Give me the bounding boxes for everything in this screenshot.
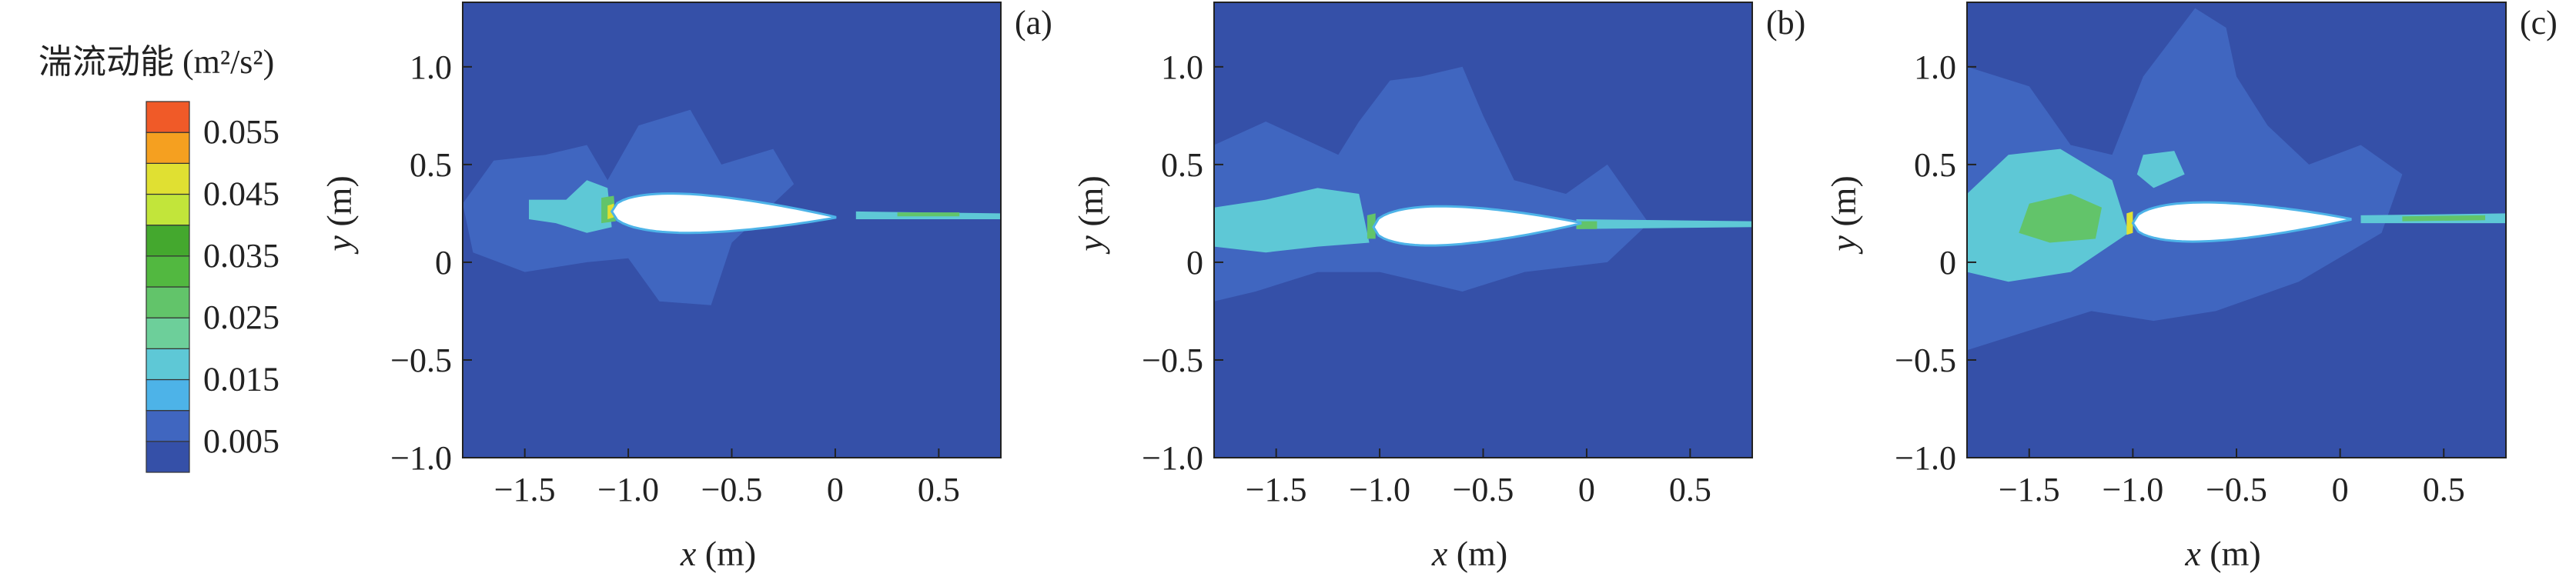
colorbar-swatch [146,348,190,381]
colorbar-swatch [146,286,190,318]
airfoil-shape [2131,201,2352,243]
y-tick-label: 1.0 [410,48,452,86]
contour-region [2126,211,2133,235]
contour-region [529,180,612,233]
colorbar-tick-label: 0.055 [203,113,279,151]
contour-panel-2: −1.5 −1.0 −0.5 0 0.5 −1.0 −0.5 0 0.5 1.0 x (m) y (m… [1071,2,1805,573]
x-tick-label: 0.5 [918,471,960,508]
colorbar-tick-label: 0.045 [203,175,279,213]
y-axis-label: y (m) [1824,175,1863,254]
y-tick-label: 0.5 [1161,146,1203,184]
colorbar-title: 湍流动能 (m²/s²) [38,43,274,81]
x-axis-label: x (m) [2184,534,2260,573]
colorbar-swatch [146,441,190,473]
x-axis-label: x (m) [1431,534,1507,573]
x-tick-label: 0 [827,471,844,508]
colorbar-tick-label: 0.015 [203,361,279,398]
colorbar-tick-label: 0.035 [203,237,279,275]
colorbar-swatch [146,225,190,257]
x-tick-label: 0 [1578,471,1595,508]
y-tick-label: −1.0 [390,439,452,477]
panel-label: (c) [2520,4,2558,42]
y-tick-label: −0.5 [1895,342,1956,379]
contour-field [463,2,1001,458]
x-tick-label: 0 [2332,471,2349,508]
colorbar-swatch [146,193,190,226]
x-tick-label: −0.5 [2206,471,2267,508]
contour-panels: −1.5 −1.0 −0.5 0 0.5 −1.0 −0.5 0 0.5 1.0 x (m) y (m… [319,2,2558,573]
contour-region [2402,215,2486,222]
colorbar-swatch [146,132,190,164]
contour-region [2136,151,2185,188]
y-tick-label: 1.0 [1914,48,1956,86]
y-tick-label: 0 [1939,244,1956,282]
x-tick-label: −0.5 [701,471,763,508]
contour-region [897,212,960,217]
x-tick-label: −1.5 [494,471,556,508]
colorbar-tick-label: 0.025 [203,298,279,336]
x-tick-label: −0.5 [1453,471,1514,508]
colorbar-swatch [146,101,190,133]
x-tick-label: 0.5 [1669,471,1711,508]
y-tick-label: 0.5 [410,146,452,184]
x-tick-label: −1.5 [1246,471,1307,508]
panel-label: (a) [1015,4,1052,42]
contour-field [1967,2,2506,458]
y-axis-label: y (m) [1071,175,1110,254]
y-tick-label: 0.5 [1914,146,1956,184]
x-tick-label: −1.0 [1349,471,1410,508]
colorbar-swatches [146,101,190,473]
y-tick-label: −1.0 [1142,439,1203,477]
colorbar-tick-label: 0.005 [203,422,279,460]
colorbar-swatch [146,410,190,442]
y-tick-label: 0 [1186,244,1203,282]
airfoil-shape [1372,205,1582,247]
contour-region [2019,194,2102,243]
y-tick-label: −0.5 [1142,342,1203,379]
y-tick-label: 0 [435,244,452,282]
colorbar-swatch [146,317,190,349]
colorbar-swatch [146,162,190,195]
contour-panel-3: −1.5 −1.0 −0.5 0 0.5 −1.0 −0.5 0 0.5 1.0 x (m) y (m… [1824,2,2558,573]
y-axis-label: y (m) [319,175,359,254]
colorbar-swatch [146,255,190,288]
x-tick-label: −1.0 [2102,471,2163,508]
y-tick-label: −1.0 [1895,439,1956,477]
colorbar: 湍流动能 (m²/s²) 0.0550.0450.0350.0250.0150.… [38,43,279,473]
colorbar-tick-labels: 0.055 0.045 0.035 0.025 0.015 0.005 [203,113,279,460]
x-tick-label: 0.5 [2423,471,2465,508]
contour-region [1214,188,1370,253]
x-tick-label: −1.5 [1999,471,2060,508]
y-tick-label: −0.5 [390,342,452,379]
colorbar-swatch [146,378,190,412]
x-tick-label: −1.0 [597,471,659,508]
x-axis-label: x (m) [680,534,756,573]
airfoil-shape [610,192,837,235]
contour-panel-1: −1.5 −1.0 −0.5 0 0.5 −1.0 −0.5 0 0.5 1.0 x (m) y (m… [319,2,1052,573]
contour-region [1576,219,1752,229]
contour-region [1367,213,1376,239]
contour-field [1214,2,1752,458]
panel-label: (b) [1766,4,1805,42]
y-tick-label: 1.0 [1161,48,1203,86]
